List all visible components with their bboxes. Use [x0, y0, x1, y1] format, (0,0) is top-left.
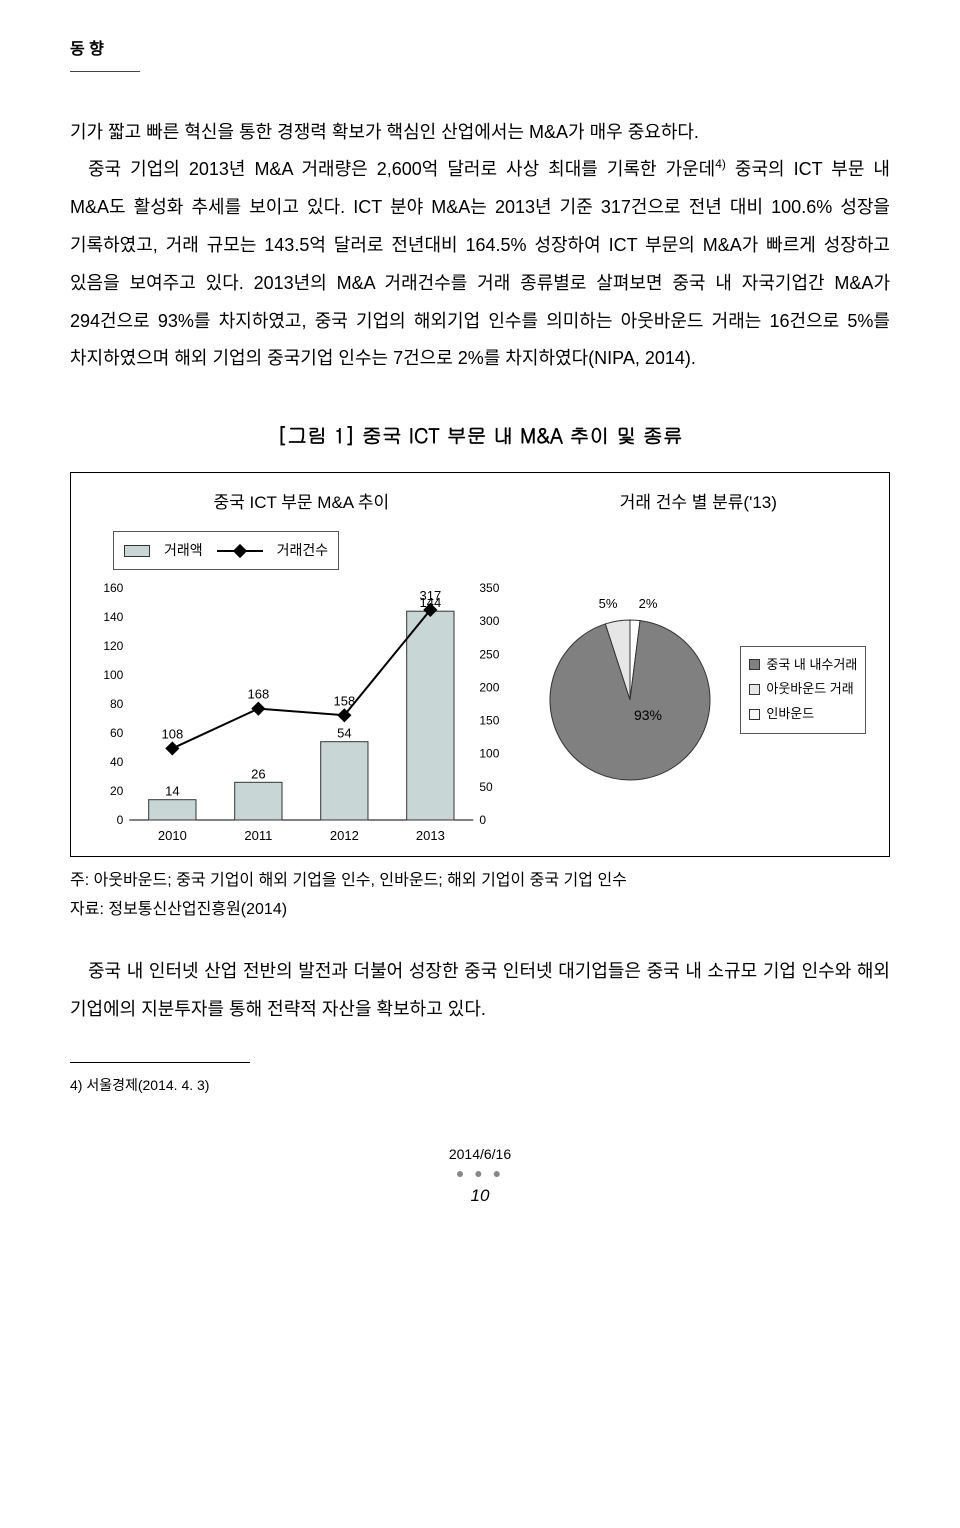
bar-chart-panel: 거래액 거래건수 0 20 40 60 80 100 120 140 160 0 50 100 150 2… [83, 531, 520, 848]
footer-date: 2014/6/16 [70, 1145, 890, 1165]
svg-text:54: 54 [337, 726, 351, 741]
svg-text:2%: 2% [639, 596, 658, 611]
figure-box: 중국 ICT 부문 M&A 추이 거래 건수 별 분류('13) 거래액 거래건… [70, 472, 890, 857]
svg-text:60: 60 [110, 726, 124, 740]
svg-text:120: 120 [103, 639, 123, 653]
paragraph-2: 중국 기업의 2013년 M&A 거래량은 2,600억 달러로 사상 최대를 … [70, 151, 890, 378]
pie-legend-swatch-1 [749, 659, 760, 670]
svg-text:250: 250 [479, 648, 499, 662]
svg-text:158: 158 [333, 694, 355, 709]
svg-text:0: 0 [479, 813, 486, 827]
svg-text:2011: 2011 [244, 828, 272, 843]
legend-swatch-bar [124, 545, 150, 557]
pie-chart-panel: 5% 2% 93% 중국 내 내수거래 아웃바운드 거래 인바운드 [520, 531, 877, 848]
pie-legend-swatch-2 [749, 684, 760, 695]
svg-text:20: 20 [110, 784, 124, 798]
svg-text:40: 40 [110, 755, 124, 769]
legend-label-bars: 거래액 [164, 536, 203, 565]
paragraph-3: 중국 내 인터넷 산업 전반의 발전과 더불어 성장한 중국 인터넷 대기업들은… [70, 953, 890, 1029]
footnote-ref-4: 4) [715, 157, 726, 171]
svg-text:300: 300 [479, 614, 499, 628]
pie-chart-title: 거래 건수 별 분류('13) [520, 485, 877, 521]
figure-note-2: 자료: 정보통신산업진흥원(2014) [70, 896, 890, 925]
svg-text:2012: 2012 [330, 828, 359, 843]
paragraph-2a: 중국 기업의 2013년 M&A 거래량은 2,600억 달러로 사상 최대를 … [88, 159, 715, 179]
legend-swatch-line [217, 546, 263, 556]
footnote-rule [70, 1062, 250, 1063]
paragraph-1: 기가 짧고 빠른 혁신을 통한 경쟁력 확보가 핵심인 산업에서는 M&A가 매… [70, 114, 890, 152]
bar-chart-title: 중국 ICT 부문 M&A 추이 [83, 485, 520, 521]
page-footer: 2014/6/16 ● ● ● 10 [70, 1145, 890, 1208]
svg-text:5%: 5% [599, 596, 618, 611]
bar-chart-svg: 0 20 40 60 80 100 120 140 160 0 50 100 150 200 250 300 3… [83, 578, 520, 848]
pie-chart-svg: 5% 2% 93% [530, 590, 730, 790]
pie-legend-label-3: 인바운드 [766, 702, 814, 727]
paragraph-2b: 중국의 ICT 부문 내 M&A도 활성화 추세를 보이고 있다. ICT 분야… [70, 159, 890, 368]
svg-text:80: 80 [110, 697, 124, 711]
svg-text:14: 14 [165, 784, 179, 799]
svg-text:50: 50 [479, 780, 493, 794]
svg-text:140: 140 [103, 610, 123, 624]
svg-text:100: 100 [103, 668, 123, 682]
pie-legend-swatch-3 [749, 709, 760, 720]
bar-chart-legend: 거래액 거래건수 [113, 531, 339, 570]
paragraph-3-text: 중국 내 인터넷 산업 전반의 발전과 더불어 성장한 중국 인터넷 대기업들은… [70, 961, 890, 1019]
footer-page-number: 10 [70, 1184, 890, 1208]
section-header: 동 향 [70, 33, 140, 72]
legend-label-line: 거래건수 [277, 536, 329, 565]
svg-text:108: 108 [161, 727, 183, 742]
svg-text:160: 160 [103, 581, 123, 595]
svg-text:350: 350 [479, 581, 499, 595]
svg-text:2013: 2013 [416, 828, 445, 843]
svg-text:200: 200 [479, 681, 499, 695]
pie-legend-label-2: 아웃바운드 거래 [766, 677, 853, 702]
svg-text:93%: 93% [634, 707, 662, 723]
figure-title: [그림 1] 중국 ICT 부문 내 M&A 추이 및 종류 [70, 414, 890, 456]
svg-text:317: 317 [419, 588, 441, 603]
svg-text:2010: 2010 [158, 828, 187, 843]
svg-text:0: 0 [117, 813, 124, 827]
svg-text:100: 100 [479, 747, 499, 761]
footer-dots: ● ● ● [70, 1164, 890, 1184]
footnote-4: 4) 서울경제(2014. 4. 3) [70, 1071, 890, 1100]
pie-chart-legend: 중국 내 내수거래 아웃바운드 거래 인바운드 [740, 646, 866, 734]
svg-text:168: 168 [247, 687, 269, 702]
figure-note-1: 주: 아웃바운드; 중국 기업이 해외 기업을 인수, 인바운드; 해외 기업이… [70, 867, 890, 896]
pie-legend-label-1: 중국 내 내수거래 [766, 653, 857, 678]
svg-text:26: 26 [251, 767, 265, 782]
svg-text:150: 150 [479, 714, 499, 728]
